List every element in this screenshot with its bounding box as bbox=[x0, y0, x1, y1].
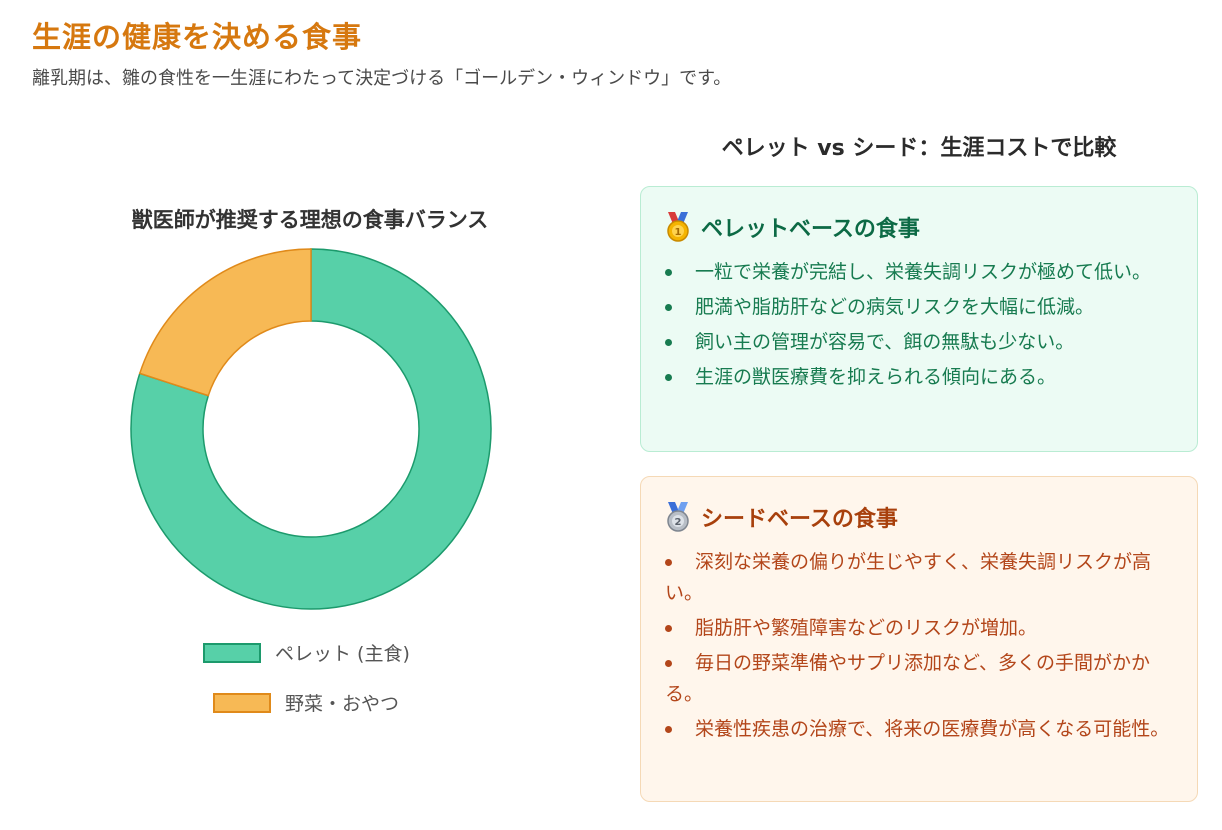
silver-medal-icon: 2 bbox=[667, 502, 689, 532]
list-item: 肥満や脂肪肝などの病気リスクを大幅に低減。 bbox=[665, 292, 1171, 323]
pellet-card-title: ペレットベースの食事 bbox=[701, 217, 920, 242]
pellet-card-heading: 1 ペレットベースの食事 bbox=[665, 211, 1171, 243]
list-item: 毎日の野菜準備やサプリ添加など、多くの手間がかかる。 bbox=[665, 648, 1171, 710]
legend-item-vegetables[interactable]: 野菜・おやつ bbox=[213, 689, 399, 716]
list-item: 栄養性疾患の治療で、将来の医療費が高くなる可能性。 bbox=[665, 714, 1171, 745]
donut-slice-pellet[interactable] bbox=[130, 248, 492, 610]
list-item: 深刻な栄養の偏りが生じやすく、栄養失調リスクが高い。 bbox=[665, 547, 1171, 609]
legend-item-pellet[interactable]: ペレット (主食) bbox=[203, 639, 410, 666]
donut-slice-vegetables[interactable] bbox=[138, 248, 312, 397]
donut-chart bbox=[130, 248, 492, 610]
seed-card-title: シードベースの食事 bbox=[701, 507, 898, 532]
comparison-title: ペレット vs シード：生涯コストで比較 bbox=[721, 136, 1117, 161]
seed-card-heading: 2 シードベースの食事 bbox=[665, 501, 1171, 533]
pellet-list: 一粒で栄養が完結し、栄養失調リスクが極めて低い。 肥満や脂肪肝などの病気リスクを… bbox=[665, 257, 1171, 393]
list-item: 脂肪肝や繁殖障害などのリスクが増加。 bbox=[665, 613, 1171, 644]
page-title: 生涯の健康を決める食事 bbox=[32, 20, 363, 54]
legend-swatch-pellet bbox=[203, 642, 261, 663]
seed-card: 2 シードベースの食事 深刻な栄養の偏りが生じやすく、栄養失調リスクが高い。 脂… bbox=[640, 476, 1198, 802]
chart-title: 獣医師が推奨する理想の食事バランス bbox=[131, 208, 489, 232]
legend-label-vegetables: 野菜・おやつ bbox=[285, 693, 400, 715]
list-item: 一粒で栄養が完結し、栄養失調リスクが極めて低い。 bbox=[665, 257, 1171, 288]
list-item: 飼い主の管理が容易で、餌の無駄も少ない。 bbox=[665, 327, 1171, 358]
seed-list: 深刻な栄養の偏りが生じやすく、栄養失調リスクが高い。 脂肪肝や繁殖障害などのリス… bbox=[665, 547, 1171, 745]
gold-medal-icon: 1 bbox=[667, 212, 689, 242]
list-item: 生涯の獣医療費を抑えられる傾向にある。 bbox=[665, 362, 1171, 393]
page-subtitle: 離乳期は、雛の食性を一生涯にわたって決定づける「ゴールデン・ウィンドウ」です。 bbox=[32, 68, 732, 89]
legend-label-pellet: ペレット (主食) bbox=[275, 643, 410, 665]
legend-swatch-vegetables bbox=[213, 692, 271, 713]
svg-text:1: 1 bbox=[675, 227, 682, 238]
pellet-card: 1 ペレットベースの食事 一粒で栄養が完結し、栄養失調リスクが極めて低い。 肥満… bbox=[640, 186, 1198, 452]
svg-text:2: 2 bbox=[675, 517, 682, 528]
